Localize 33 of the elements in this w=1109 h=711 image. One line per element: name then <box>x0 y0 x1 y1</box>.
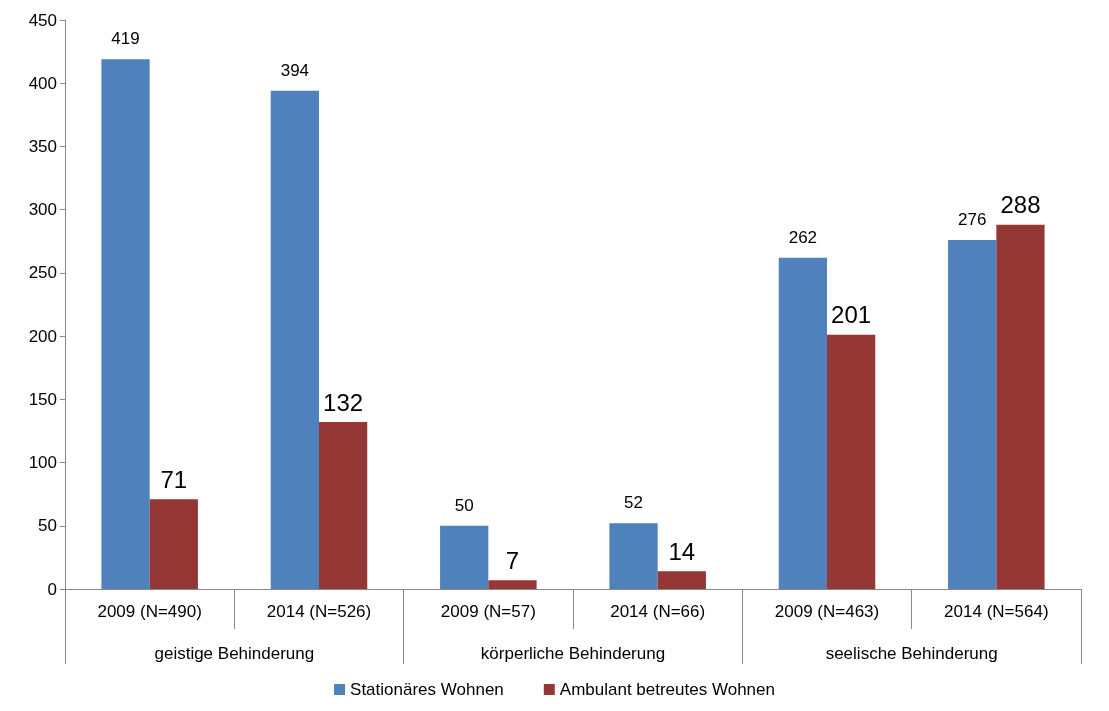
x-tick-label: 2014 (N=564) <box>944 602 1049 621</box>
y-tick-label: 150 <box>28 389 57 409</box>
y-tick-label: 0 <box>47 579 57 599</box>
y-tick-label: 300 <box>28 200 57 220</box>
data-label: 71 <box>160 465 188 493</box>
data-label: 394 <box>280 60 310 80</box>
y-tick-label: 200 <box>28 326 57 346</box>
data-label: 276 <box>958 210 987 230</box>
y-tick-label: 100 <box>28 453 57 473</box>
text: geistige Behinderung <box>154 644 315 663</box>
data-label: 262 <box>788 227 818 247</box>
data-label: 7 <box>505 546 520 574</box>
x-tick-label: 2014 (N=526) <box>266 602 372 621</box>
data-label: 50 <box>454 495 474 515</box>
text: seelische Behinderung <box>825 644 998 663</box>
text: körperliche Behinderung <box>480 644 666 663</box>
x-tick-label: 2014 (N=66) <box>610 602 706 621</box>
data-label: 201 <box>831 301 872 329</box>
y-tick-label: 50 <box>38 516 57 536</box>
y-tick-label: 450 <box>28 10 57 30</box>
data-label: 288 <box>1000 191 1041 219</box>
legend-label: Stationäres Wohnen <box>350 680 504 699</box>
data-label: 132 <box>323 388 364 416</box>
legend-label: Ambulant betreutes Wohnen <box>559 680 775 699</box>
x-tick-label: 2009 (N=463) <box>774 602 880 621</box>
x-tick-label: 2009 (N=57) <box>440 602 536 621</box>
y-tick-label: 400 <box>28 73 57 93</box>
x-tick-label: 2009 (N=490) <box>97 602 202 621</box>
y-tick-label: 250 <box>28 263 57 283</box>
y-tick-label: 350 <box>28 136 57 156</box>
data-label: 419 <box>111 29 140 49</box>
data-label: 52 <box>624 493 643 513</box>
data-label: 14 <box>668 537 696 565</box>
